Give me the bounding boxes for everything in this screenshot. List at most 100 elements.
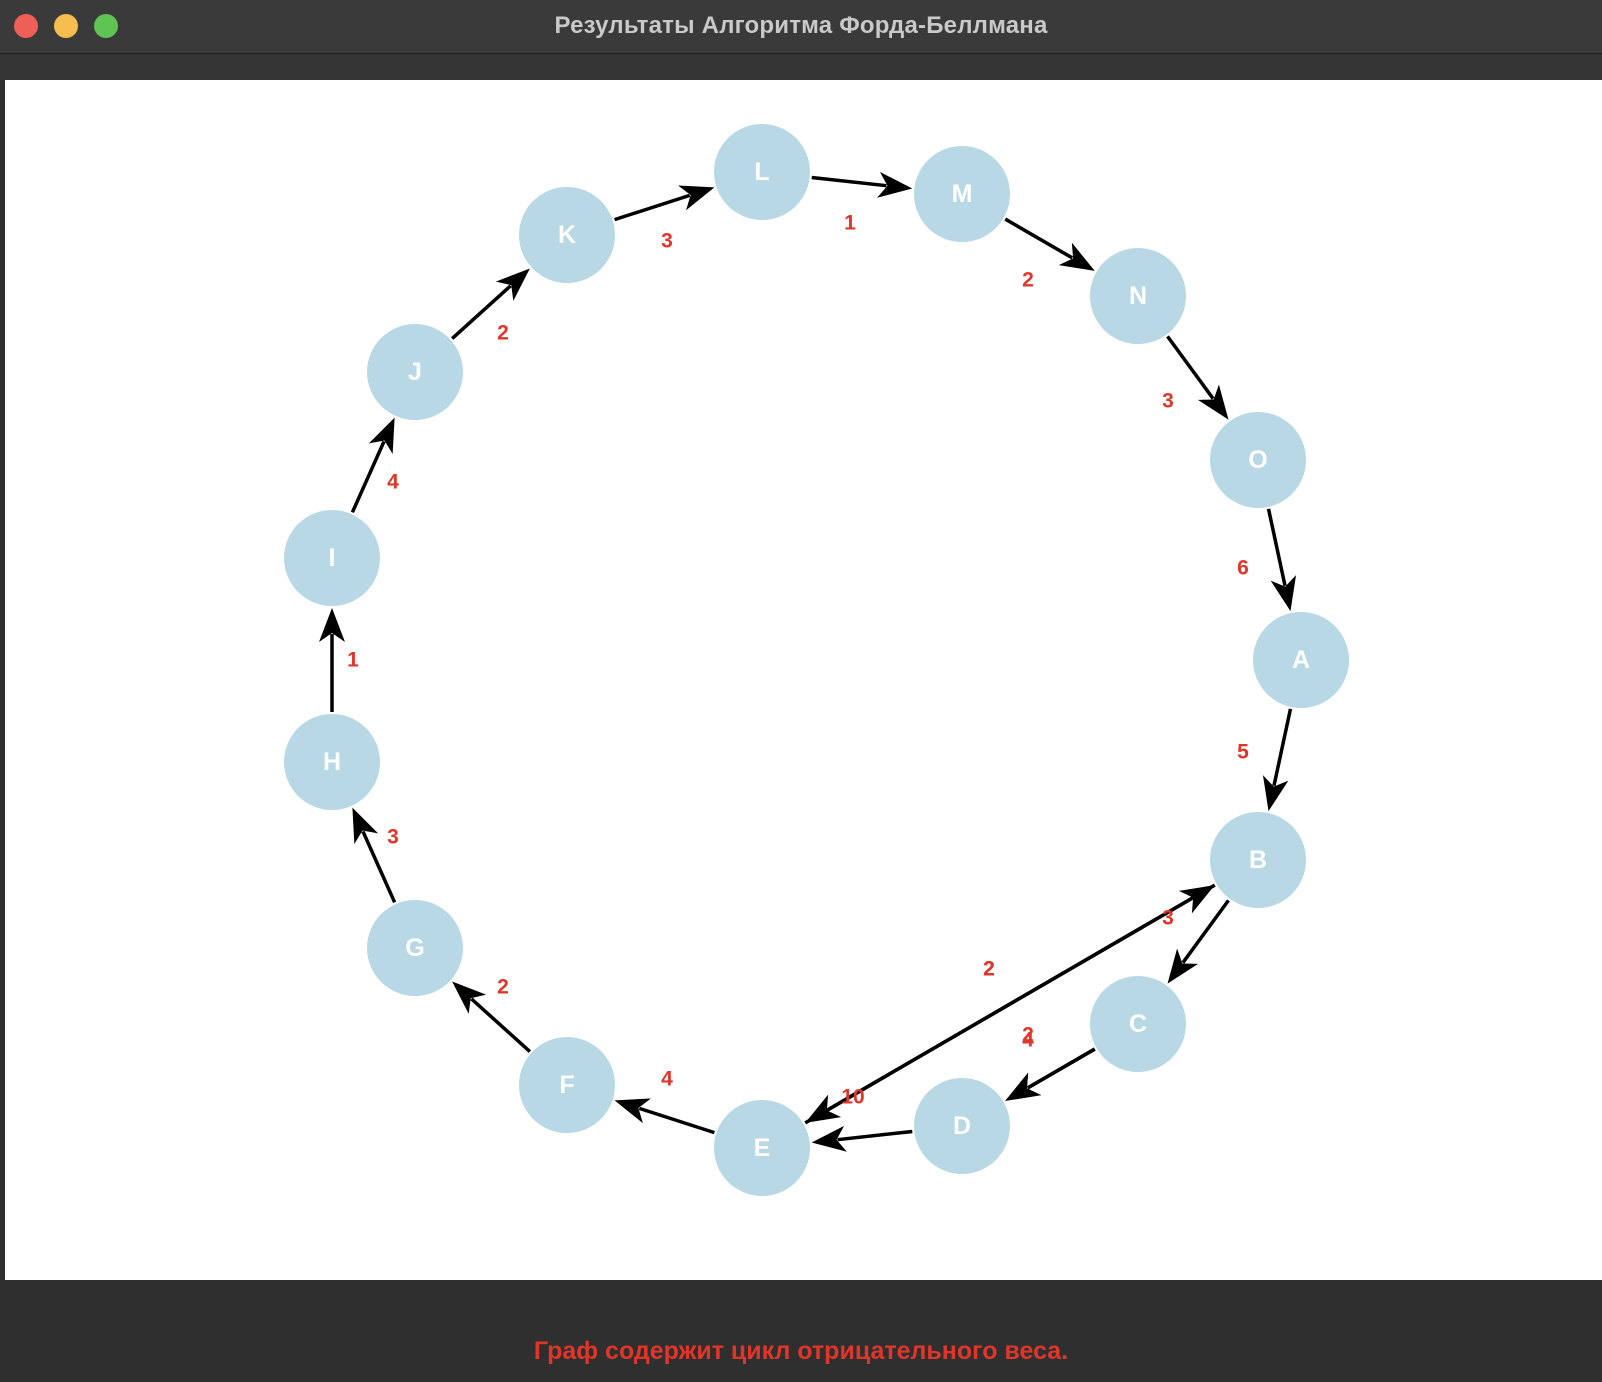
edge-B-C: [1181, 899, 1230, 964]
arrowhead-M-N: [1058, 242, 1095, 271]
edge-M-N: [1004, 217, 1074, 260]
edge-I-J: [350, 440, 386, 514]
edges-layer: [319, 171, 1297, 1152]
edge-weight-D-E: 10: [841, 1086, 864, 1109]
node-circle-O: [1210, 412, 1306, 508]
graph-node-H: H: [284, 714, 380, 810]
edge-weight-C-D: 4: [1022, 1029, 1034, 1052]
title-bar: Результаты Алгоритма Форда-Беллмана: [0, 0, 1602, 54]
arrowhead-A-B: [1262, 775, 1289, 812]
node-label-C: C: [1129, 1010, 1147, 1038]
arrowhead-F-G: [452, 981, 487, 1014]
node-circle-L: [714, 124, 810, 220]
edge-weight-H-I: 1: [347, 649, 359, 672]
arrowhead-N-O: [1197, 384, 1229, 420]
graph-node-B: B: [1210, 812, 1306, 908]
edge-weight-N-O: 3: [1162, 390, 1174, 413]
edge-weight-B-E: 2: [983, 958, 995, 981]
graph-node-G: G: [367, 900, 463, 996]
edge-weight-L-M: 1: [844, 212, 856, 235]
node-label-H: H: [323, 748, 341, 776]
node-label-D: D: [953, 1112, 971, 1140]
node-circle-B: [1210, 812, 1306, 908]
edge-G-H: [361, 830, 397, 904]
edge-weight-O-A: 6: [1237, 557, 1249, 580]
arrowhead-E-F: [614, 1098, 651, 1124]
node-circle-D: [914, 1078, 1010, 1174]
arrowhead-B-C: [1167, 948, 1199, 984]
node-label-L: L: [754, 158, 769, 186]
edge-weight-G-H: 3: [387, 826, 399, 849]
edge-O-A: [1266, 508, 1287, 587]
edge-E-F: [638, 1106, 715, 1135]
arrowhead-G-H: [352, 807, 379, 845]
graph-node-D: D: [914, 1078, 1010, 1174]
edge-weight-B-C: 3: [1162, 907, 1174, 930]
graph-node-F: F: [519, 1037, 615, 1133]
edge-D-E: [837, 1129, 913, 1142]
node-circle-K: [519, 187, 615, 283]
node-label-F: F: [559, 1071, 574, 1099]
edge-C-D: [1026, 1047, 1096, 1090]
node-circle-E: [714, 1100, 810, 1196]
node-label-K: K: [558, 221, 576, 249]
node-label-N: N: [1129, 282, 1147, 310]
node-circle-G: [367, 900, 463, 996]
node-circle-I: [284, 510, 380, 606]
graph-node-C: C: [1090, 976, 1186, 1072]
arrowhead-O-A: [1270, 575, 1297, 612]
graph-node-E: E: [714, 1100, 810, 1196]
node-label-A: A: [1292, 646, 1310, 674]
graph-node-M: M: [914, 146, 1010, 242]
arrowhead-H-I: [319, 608, 345, 642]
node-circle-F: [519, 1037, 615, 1133]
edge-weight-I-J: 4: [387, 471, 399, 494]
arrowhead-B-E: [805, 1094, 842, 1123]
close-window-button[interactable]: [14, 14, 38, 38]
arrowhead-J-K: [495, 268, 530, 301]
graph-node-K: K: [519, 187, 615, 283]
node-circle-A: [1253, 612, 1349, 708]
node-label-O: O: [1248, 446, 1267, 474]
node-label-M: M: [952, 180, 973, 208]
node-circle-J: [367, 324, 463, 420]
status-message: Граф содержит цикл отрицательного веса.: [533, 1337, 1069, 1365]
edge-weight-E-B: 2: [983, 958, 995, 981]
edge-N-O: [1166, 335, 1215, 400]
edge-weight-F-G: 2: [497, 976, 509, 999]
edge-weight-M-N: 2: [1022, 269, 1034, 292]
minimize-window-button[interactable]: [54, 14, 78, 38]
node-label-J: J: [408, 358, 422, 386]
edge-A-B: [1272, 708, 1293, 787]
arrowhead-L-M: [877, 171, 913, 198]
node-label-E: E: [754, 1134, 771, 1162]
graph-node-L: L: [714, 124, 810, 220]
node-circle-C: [1090, 976, 1186, 1072]
node-circle-N: [1090, 248, 1186, 344]
edge-L-M: [811, 175, 887, 188]
arrowhead-C-D: [1005, 1072, 1042, 1101]
node-label-G: G: [405, 934, 424, 962]
edge-B-E: [826, 883, 1216, 1112]
arrowhead-D-E: [811, 1125, 847, 1152]
maximize-window-button[interactable]: [94, 14, 118, 38]
graph-node-N: N: [1090, 248, 1186, 344]
toolbar-strip: [0, 54, 1602, 80]
nodes-layer: A B C D E F G H I J K L M N O: [284, 124, 1349, 1196]
edge-weight-E-F: 4: [661, 1068, 673, 1091]
graph-node-J: J: [367, 324, 463, 420]
edge-weight-K-L: 3: [661, 230, 673, 253]
edge-J-K: [450, 284, 512, 340]
edge-weight-J-K: 2: [497, 322, 509, 345]
arrowhead-K-L: [678, 185, 715, 211]
node-circle-M: [914, 146, 1010, 242]
node-label-B: B: [1249, 846, 1267, 874]
edge-weight-A-B: 5: [1237, 741, 1249, 764]
graph-node-A: A: [1253, 612, 1349, 708]
edge-K-L: [614, 193, 691, 222]
edge-weight-C-D: 2: [1022, 1024, 1034, 1047]
node-label-I: I: [329, 544, 336, 572]
